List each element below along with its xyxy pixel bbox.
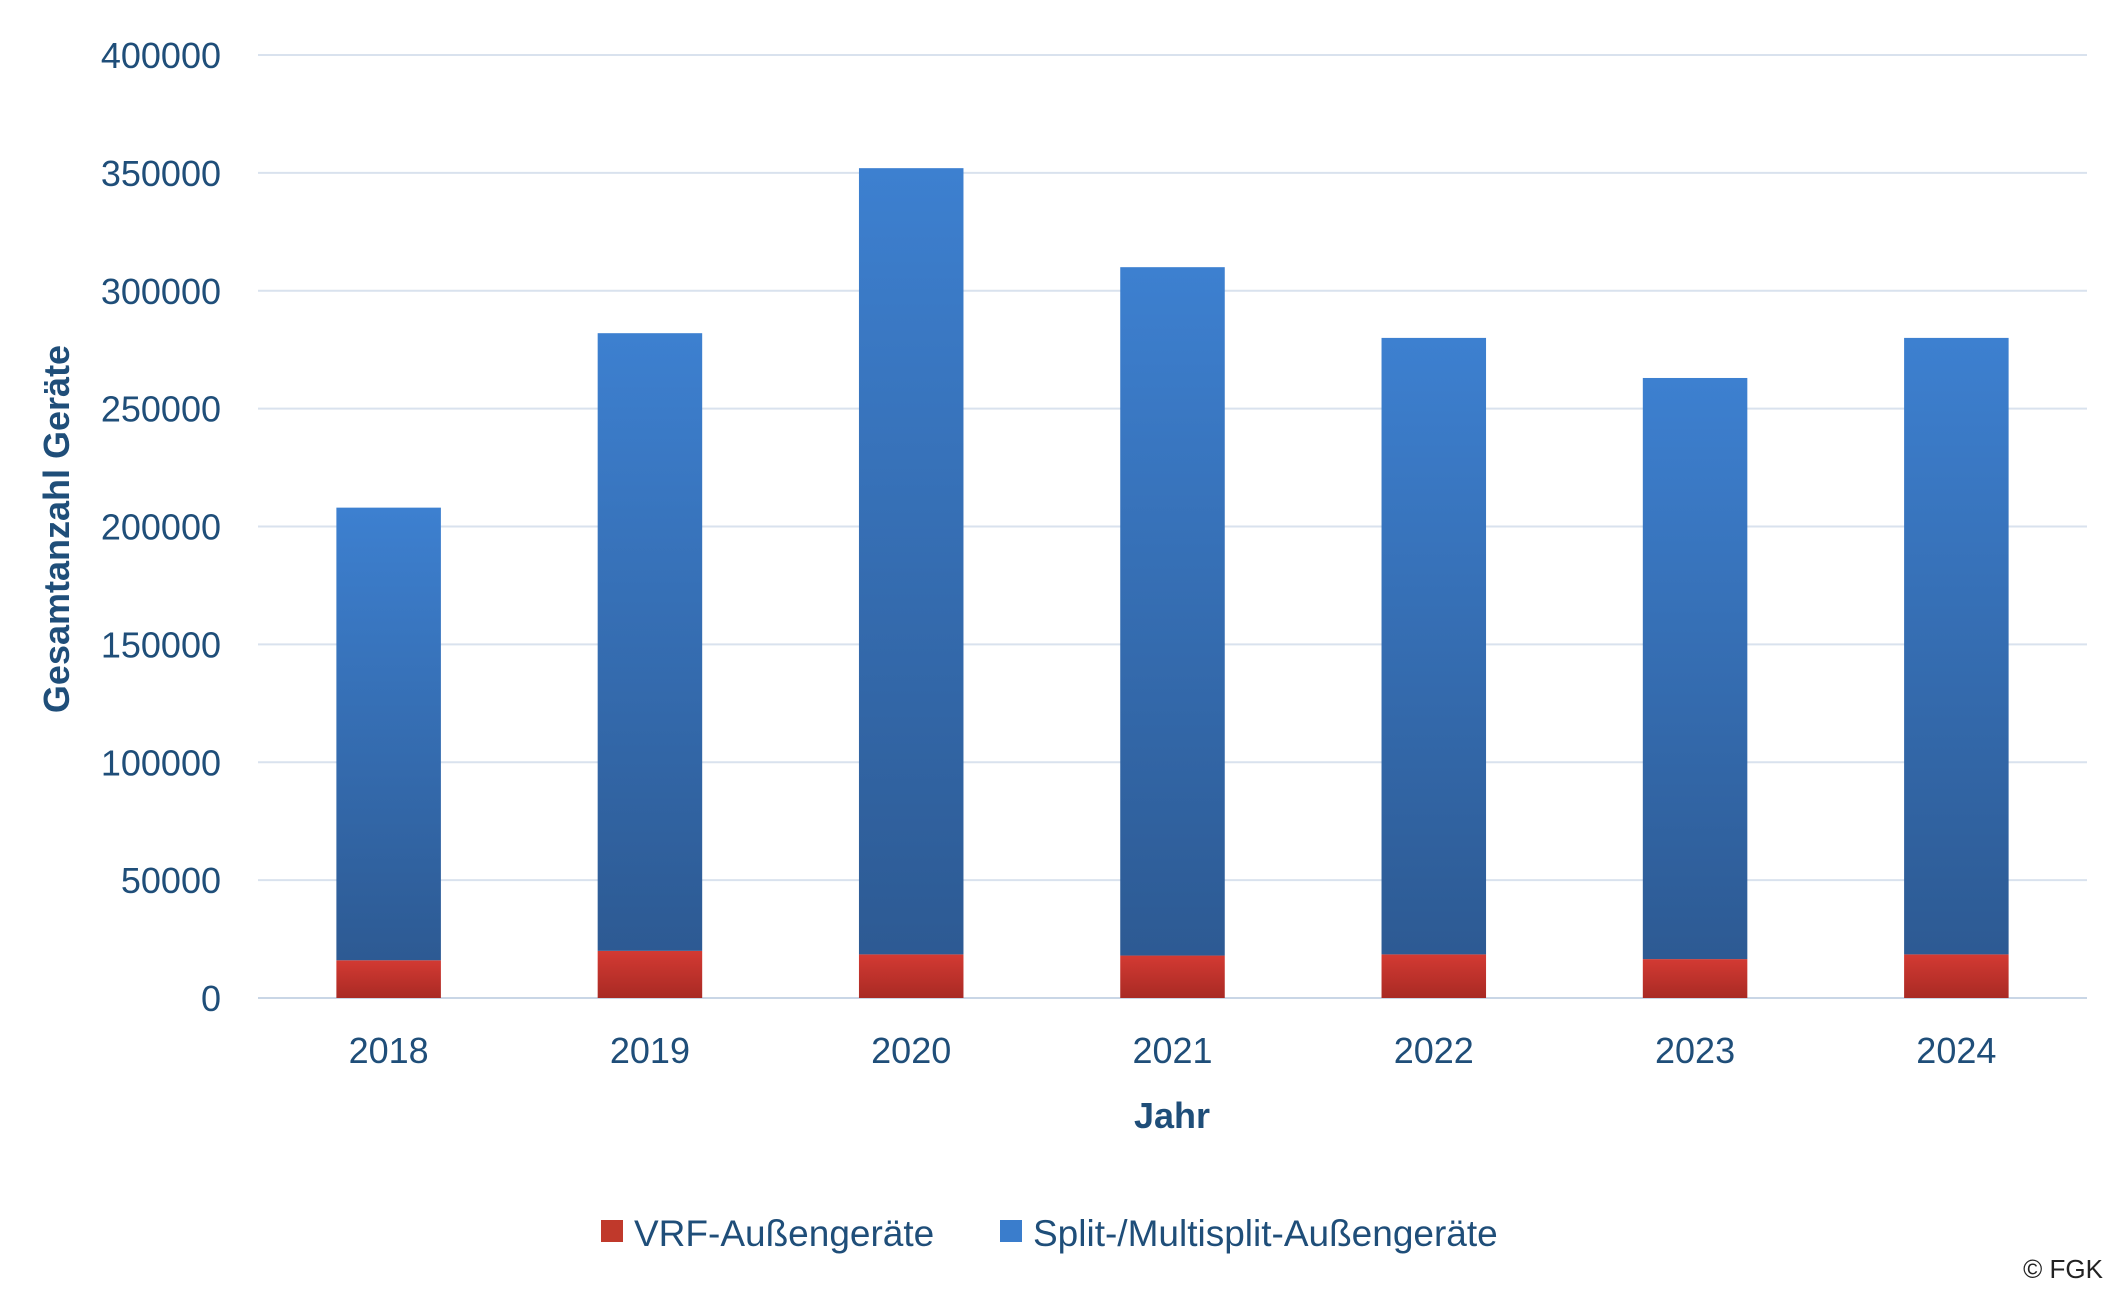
bar-segment-split bbox=[1120, 267, 1225, 956]
x-tick-label: 2019 bbox=[610, 1030, 690, 1071]
legend-swatch-split bbox=[1000, 1220, 1022, 1242]
y-axis-ticks: 0 50000 100000 150000 200000 250000 300000 3500… bbox=[101, 35, 221, 1019]
legend-label-vrf: VRF-Außengeräte bbox=[634, 1213, 934, 1254]
legend-label-split: Split-/Multisplit-Außengeräte bbox=[1033, 1213, 1498, 1254]
y-tick-label: 250000 bbox=[101, 389, 221, 430]
y-tick-label: 150000 bbox=[101, 624, 221, 665]
x-tick-label: 2023 bbox=[1655, 1030, 1735, 1071]
y-tick-label: 350000 bbox=[101, 153, 221, 194]
bar-segment-split bbox=[858, 168, 964, 955]
legend: VRF-Außengeräte Split-/Multisplit-Außeng… bbox=[601, 1213, 1498, 1254]
y-tick-label: 50000 bbox=[121, 860, 221, 901]
bar-segment-split bbox=[336, 507, 441, 961]
y-tick-label: 400000 bbox=[101, 35, 221, 76]
y-tick-label: 300000 bbox=[101, 271, 221, 312]
bar-segment-split bbox=[597, 333, 703, 951]
bar-segment-vrf bbox=[858, 954, 964, 998]
bar-segment-vrf bbox=[1904, 954, 2009, 998]
y-tick-label: 0 bbox=[201, 978, 221, 1019]
bar-segment-split bbox=[1904, 337, 2009, 955]
x-tick-label: 2020 bbox=[871, 1030, 951, 1071]
x-axis-ticks: 2018 2019 2020 2021 2022 2023 2024 bbox=[349, 1030, 1997, 1071]
bars bbox=[336, 168, 2009, 998]
bar-segment-vrf bbox=[597, 950, 703, 998]
bar-segment-vrf bbox=[1642, 959, 1748, 998]
x-tick-label: 2022 bbox=[1394, 1030, 1474, 1071]
bar-segment-vrf bbox=[1120, 955, 1225, 998]
y-axis-title: Gesamtanzahl Geräte bbox=[36, 345, 77, 713]
y-tick-label: 200000 bbox=[101, 507, 221, 548]
bar-segment-split bbox=[1642, 377, 1748, 960]
bar-segment-split bbox=[1381, 337, 1487, 955]
bar-segment-vrf bbox=[336, 960, 441, 998]
legend-swatch-vrf bbox=[601, 1220, 623, 1242]
copyright-notice: © FGK bbox=[2023, 1254, 2103, 1284]
x-axis-title: Jahr bbox=[1134, 1095, 1210, 1136]
bar-segment-vrf bbox=[1381, 954, 1487, 998]
x-tick-label: 2024 bbox=[1916, 1030, 1996, 1071]
x-tick-label: 2018 bbox=[349, 1030, 429, 1071]
y-tick-label: 100000 bbox=[101, 742, 221, 783]
x-tick-label: 2021 bbox=[1132, 1030, 1212, 1071]
